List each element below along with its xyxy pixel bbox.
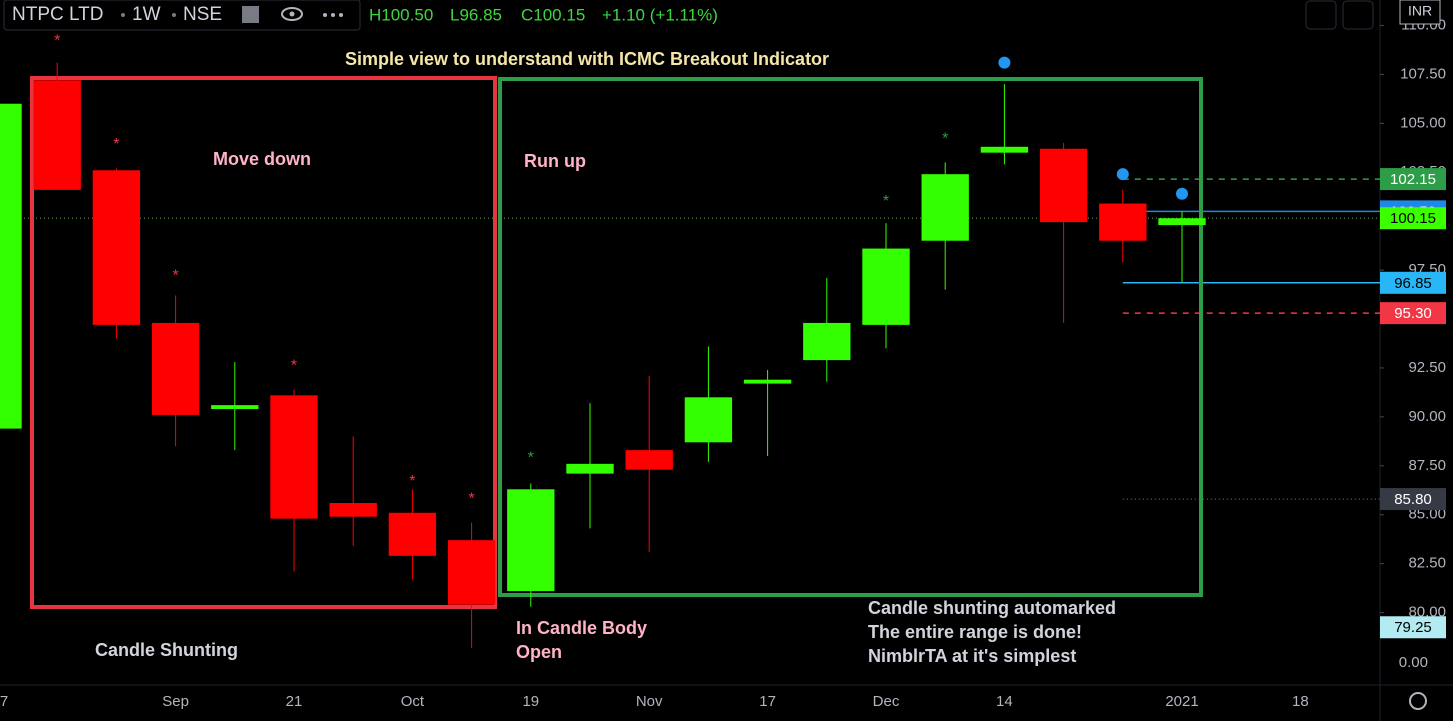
candle-body	[0, 103, 22, 429]
candle-body	[92, 170, 141, 325]
candle-body	[33, 80, 81, 190]
signal-dot	[1116, 168, 1129, 181]
signal-star: *	[528, 449, 534, 466]
separator	[172, 13, 176, 17]
signal-star: *	[468, 490, 474, 507]
signal-star: *	[291, 357, 297, 374]
candle-body	[447, 540, 496, 605]
signal-star: *	[883, 193, 889, 210]
candle-body	[211, 405, 259, 410]
exchange[interactable]: NSE	[183, 4, 222, 25]
candle-body	[151, 322, 200, 415]
x-tick-label: 18	[1292, 693, 1309, 710]
x-tick-label: Dec	[873, 693, 900, 710]
candle-body	[1039, 148, 1088, 223]
candle-body	[507, 489, 555, 592]
signal-star: *	[409, 473, 415, 490]
candle-body	[980, 146, 1029, 153]
y-tick-label: 105.00	[1400, 114, 1446, 131]
x-tick-label: 19	[522, 693, 539, 710]
annotation: The entire range is done!	[868, 622, 1082, 642]
level-label: 95.30	[1394, 305, 1432, 322]
down-box	[30, 76, 497, 609]
marks-layer: 102.15100.50100.1596.8595.3085.8079.25**…	[0, 32, 1446, 648]
level-label: 100.15	[1390, 210, 1436, 227]
signal-star: *	[942, 130, 948, 147]
y-tick-label: 92.50	[1408, 359, 1446, 376]
candle-body	[803, 322, 851, 361]
candle-body	[1158, 218, 1206, 226]
x-tick-label: 17	[759, 693, 776, 710]
level-label-box	[1380, 271, 1446, 294]
signal-dot	[1176, 187, 1188, 200]
settings-icon[interactable]	[1409, 692, 1427, 710]
candle-body	[862, 248, 910, 325]
candle-body	[684, 397, 733, 443]
x-tick-label: Nov	[636, 693, 663, 710]
y-tick-label: 107.50	[1400, 65, 1446, 82]
level-label-box	[1380, 616, 1446, 639]
down-button[interactable]	[1305, 0, 1337, 30]
level-label-box	[1380, 207, 1446, 230]
level-label-box	[1380, 168, 1446, 191]
candle-body	[270, 395, 318, 519]
signal-star: *	[172, 267, 178, 284]
signal-dot	[998, 56, 1011, 69]
up-box	[498, 77, 1203, 597]
more-icon[interactable]	[323, 13, 343, 17]
interval[interactable]: 1W	[132, 4, 161, 25]
signal-star: *	[113, 136, 119, 153]
x-tick-label: Oct	[401, 693, 425, 710]
candle-body	[625, 450, 673, 470]
level-label-box	[1380, 488, 1446, 511]
x-tick-label: 2021	[1165, 693, 1198, 710]
fullscreen-button[interactable]	[1342, 0, 1374, 30]
annotation: Move down	[213, 149, 311, 169]
eye-icon[interactable]	[281, 7, 303, 21]
level-label: 102.15	[1390, 171, 1436, 188]
candle-body	[743, 379, 792, 384]
candle-body	[921, 174, 969, 241]
level-label: 96.85	[1394, 275, 1432, 292]
candle-body	[1099, 203, 1147, 241]
flag-icon[interactable]	[242, 6, 259, 23]
ohlc-change: +1.10 (+1.11%)	[602, 5, 718, 24]
eye-pupil	[289, 11, 295, 17]
annotation: Candle shunting automarked	[868, 598, 1116, 618]
separator	[121, 13, 125, 17]
ohlc-close: C100.15	[521, 5, 585, 24]
candle-body	[329, 502, 377, 517]
currency: INR	[1408, 3, 1432, 19]
annotation: In Candle Body	[516, 618, 647, 638]
currency-box[interactable]	[1399, 0, 1441, 25]
y-tick-label: 87.50	[1408, 457, 1446, 474]
x-tick-label: 14	[996, 693, 1013, 710]
ohlc-high: H100.50	[369, 5, 433, 24]
level-label: 79.25	[1394, 619, 1432, 636]
candle-body	[388, 512, 437, 556]
annotation: Run up	[524, 151, 586, 171]
signal-star: *	[54, 32, 60, 49]
y-tick-label: 82.50	[1408, 555, 1446, 572]
level-label: 85.80	[1394, 491, 1432, 508]
level-label-box	[1380, 302, 1446, 325]
header-box	[3, 0, 361, 31]
annotation: Open	[516, 642, 562, 662]
x-tick-label: 21	[286, 693, 303, 710]
y-tick-label: 90.00	[1408, 408, 1446, 425]
ohlc-low: L96.85	[450, 5, 502, 24]
y-axis-bottom-label: 0.00	[1399, 654, 1428, 671]
symbol[interactable]: NTPC LTD	[12, 4, 103, 25]
x-tick-label: Sep	[162, 693, 189, 710]
chart-title: Simple view to understand with ICMC Brea…	[345, 49, 829, 69]
annotation: Candle Shunting	[95, 640, 238, 660]
x-tick-label: 7	[0, 693, 8, 710]
candle-body	[566, 463, 614, 474]
annotation: NimblrTA at it's simplest	[868, 646, 1076, 666]
